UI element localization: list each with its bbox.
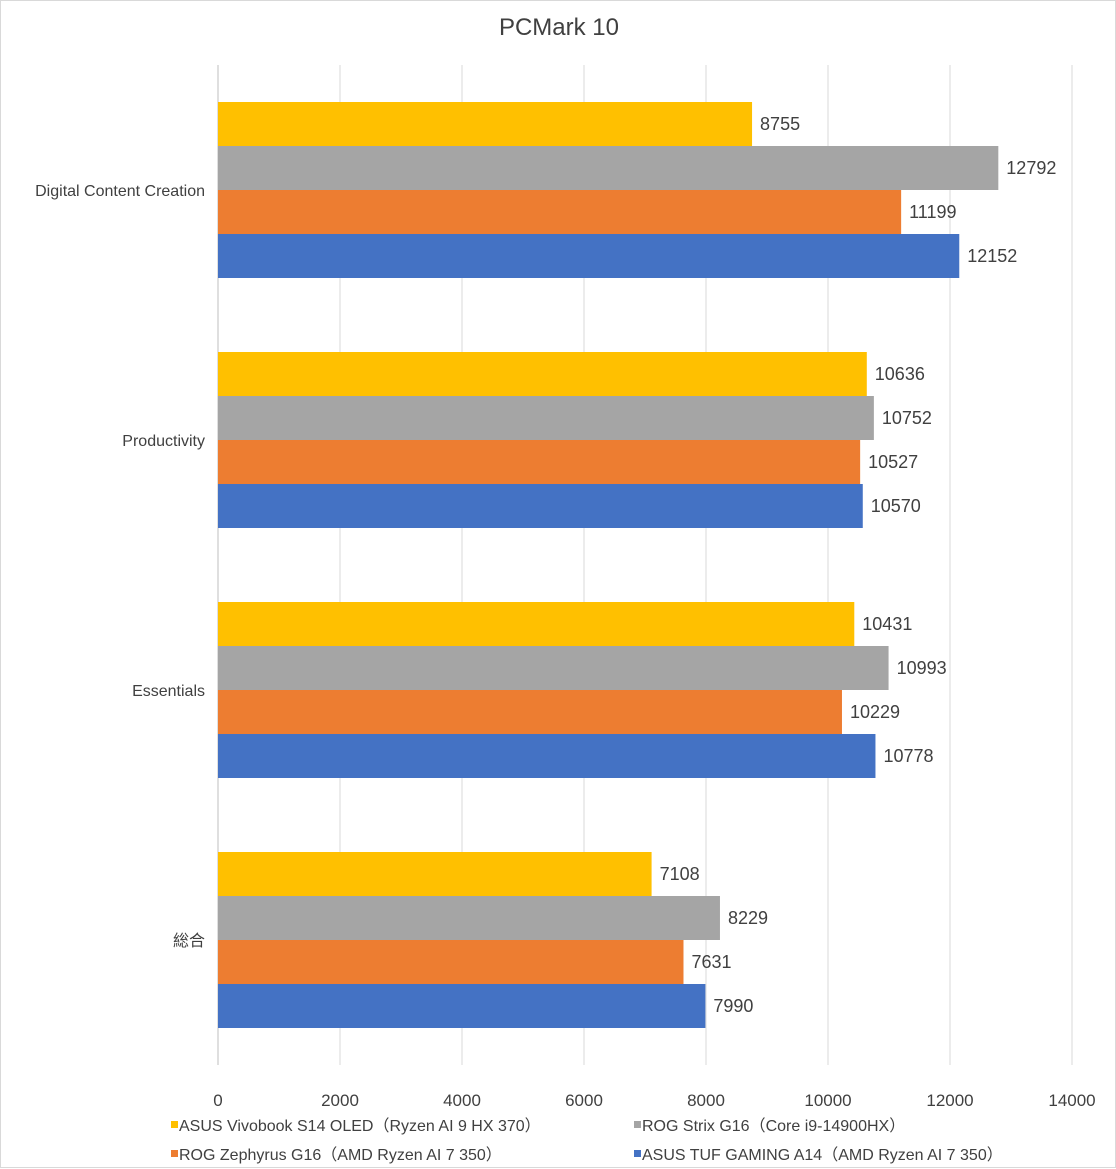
bar-2-2	[218, 690, 842, 734]
bars-layer	[218, 102, 999, 1028]
legend: ASUS Vivobook S14 OLED（Ryzen AI 9 HX 370…	[171, 1117, 1003, 1164]
data-label-2-3: 10778	[883, 746, 933, 766]
category-labels: Digital Content Creation Productivity Esse…	[35, 183, 205, 950]
data-label-3-2: 7631	[691, 952, 731, 972]
data-label-0-0: 8755	[760, 114, 800, 134]
bar-2-0	[218, 602, 855, 646]
legend-label-3: ASUS TUF GAMING A14（AMD Ryzen AI 7 350）	[642, 1146, 1003, 1164]
data-label-0-1: 12792	[1006, 158, 1056, 178]
x-axis-tick-labels: 0 2000 4000 6000 8000 10000 12000 14000	[213, 1091, 1095, 1110]
legend-label-2: ROG Zephyrus G16（AMD Ryzen AI 7 350）	[179, 1146, 502, 1164]
bar-1-2	[218, 440, 861, 484]
bar-0-1	[218, 146, 999, 190]
bar-2-1	[218, 646, 889, 690]
legend-swatch-1	[634, 1121, 641, 1128]
data-label-3-3: 7990	[713, 996, 753, 1016]
data-labels: 8755 12792 11199 12152 10636 10752 10527 10570 1…	[660, 114, 1057, 1016]
data-label-1-2: 10527	[868, 452, 918, 472]
data-label-3-0: 7108	[660, 864, 700, 884]
legend-label-1: ROG Strix G16（Core i9-14900HX）	[642, 1117, 905, 1135]
legend-swatch-0	[171, 1121, 178, 1128]
x-tick-label-2: 4000	[443, 1091, 481, 1110]
bar-3-2	[218, 940, 684, 984]
bar-3-1	[218, 896, 720, 940]
x-tick-label-6: 12000	[926, 1091, 973, 1110]
x-tick-label-3: 6000	[565, 1091, 603, 1110]
x-tick-label-5: 10000	[804, 1091, 851, 1110]
data-label-1-1: 10752	[882, 408, 932, 428]
x-tick-label-7: 14000	[1048, 1091, 1095, 1110]
bar-3-0	[218, 852, 652, 896]
category-label-1: Productivity	[122, 433, 205, 450]
x-tick-label-0: 0	[213, 1091, 222, 1110]
chart-title: PCMark 10	[499, 14, 619, 41]
bar-0-0	[218, 102, 753, 146]
data-label-0-3: 12152	[967, 246, 1017, 266]
data-label-1-3: 10570	[871, 496, 921, 516]
data-label-0-2: 11199	[909, 202, 956, 222]
x-tick-label-4: 8000	[687, 1091, 725, 1110]
bar-3-3	[218, 984, 706, 1028]
bar-0-3	[218, 234, 960, 278]
category-label-2: Essentials	[132, 683, 205, 700]
bar-1-3	[218, 484, 863, 528]
legend-swatch-2	[171, 1150, 178, 1157]
category-label-3: 総合	[173, 932, 205, 950]
data-label-2-1: 10993	[897, 658, 947, 678]
legend-swatch-3	[634, 1150, 641, 1157]
bar-1-0	[218, 352, 867, 396]
x-tick-label-1: 2000	[321, 1091, 359, 1110]
bar-0-2	[218, 190, 902, 234]
bar-1-1	[218, 396, 874, 440]
data-label-2-2: 10229	[850, 702, 900, 722]
legend-label-0: ASUS Vivobook S14 OLED（Ryzen AI 9 HX 370…	[179, 1117, 541, 1135]
bar-2-3	[218, 734, 876, 778]
data-label-2-0: 10431	[862, 614, 912, 634]
data-label-3-1: 8229	[728, 908, 768, 928]
data-label-1-0: 10636	[875, 364, 925, 384]
category-label-0: Digital Content Creation	[35, 183, 205, 200]
